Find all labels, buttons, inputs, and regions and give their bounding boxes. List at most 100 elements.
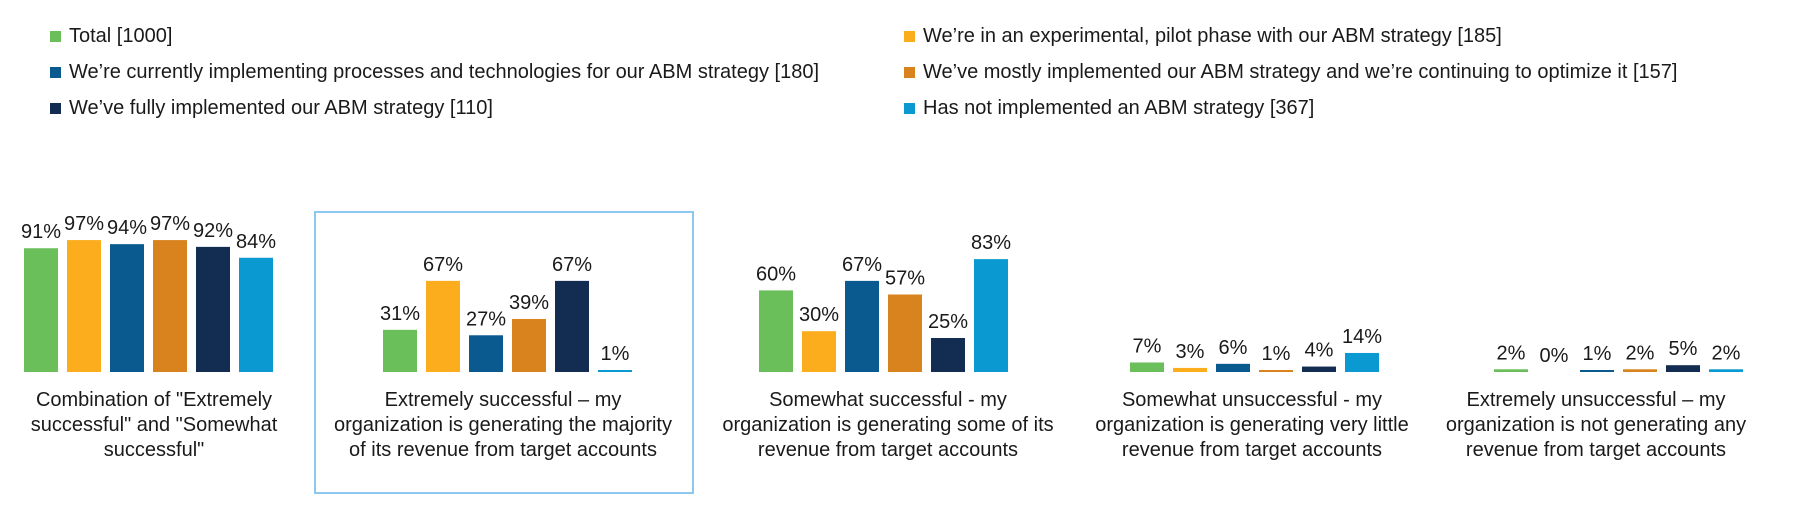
legend-label: We’re currently implementing processes a… <box>69 61 819 83</box>
legend-swatch <box>904 102 915 114</box>
data-label: 60% <box>756 263 796 285</box>
category-group: 60%30% 67%57%25% 83% Somewhat successful - … <box>722 232 1053 461</box>
bar <box>974 259 1008 372</box>
data-label: 14% <box>1342 326 1382 348</box>
category-label-line: revenue from target accounts <box>758 439 1018 461</box>
legend-item: Total [1000] <box>50 24 172 48</box>
legend-item: We’re currently implementing processes a… <box>50 60 819 84</box>
category-label-line: Somewhat unsuccessful - my <box>1122 389 1382 411</box>
data-label: 25% <box>928 311 968 333</box>
legend-swatch <box>904 66 915 78</box>
legend-item: We’ve mostly implemented our ABM strateg… <box>904 60 1677 84</box>
legend-swatch <box>50 102 61 114</box>
bar <box>1216 363 1250 372</box>
data-label: 92% <box>193 220 233 242</box>
bar <box>845 280 879 372</box>
data-label: 27% <box>466 308 506 330</box>
legend-item: We’re in an experimental, pilot phase wi… <box>904 24 1502 48</box>
legend-label: We’ve fully implemented our ABM strategy… <box>69 97 493 119</box>
bar <box>598 370 632 372</box>
category-label-line: organization is not generating any <box>1446 414 1746 436</box>
category-group: 2% 0% 1% 2% 5% 2% Extremely unsuccessful – my o… <box>1446 338 1746 461</box>
data-label: 2% <box>1712 342 1741 364</box>
bar <box>1173 367 1207 372</box>
data-label: 7% <box>1133 335 1162 357</box>
data-label: 39% <box>509 292 549 314</box>
bar <box>383 329 417 372</box>
data-label: 67% <box>842 254 882 276</box>
data-label: 67% <box>423 254 463 276</box>
bar <box>759 290 793 372</box>
bar <box>1494 369 1528 372</box>
data-label: 6% <box>1219 337 1248 359</box>
data-label: 1% <box>601 343 630 365</box>
bar <box>1259 370 1293 372</box>
bar <box>555 280 589 372</box>
legend-swatch <box>904 30 915 42</box>
bar <box>931 338 965 372</box>
data-label: 94% <box>107 217 147 239</box>
legend-swatch <box>50 30 61 42</box>
bar <box>196 246 230 372</box>
category-label-line: organization is generating some of its <box>722 414 1053 436</box>
legend-item: We’ve fully implemented our ABM strategy… <box>50 96 493 120</box>
category-label-line: organization is generating the majority <box>334 414 672 436</box>
category-label-line: revenue from target accounts <box>1466 439 1726 461</box>
bar <box>802 331 836 372</box>
legend-item: Has not implemented an ABM strategy [367… <box>904 96 1314 120</box>
bar <box>512 318 546 372</box>
category-label-line: of its revenue from target accounts <box>349 439 657 461</box>
data-label: 1% <box>1262 343 1291 365</box>
bar <box>888 294 922 372</box>
category-label-line: revenue from target accounts <box>1122 439 1382 461</box>
legend-label: We’ve mostly implemented our ABM strateg… <box>923 61 1678 83</box>
category-label: Combination of "Extremely successful" and… <box>31 389 278 461</box>
legend-label: Has not implemented an ABM strategy [367… <box>923 97 1315 119</box>
category-label-line: Extremely unsuccessful – my <box>1467 389 1726 411</box>
data-label: 4% <box>1305 340 1334 362</box>
category-label: Somewhat successful - my organization is … <box>722 389 1053 461</box>
category-label: Extremely successful – my organization is… <box>334 389 672 461</box>
bar <box>426 280 460 372</box>
category-label-line: successful" <box>104 439 204 461</box>
category-group: 31%67%27%39%67%1%Extremely successful – … <box>334 254 672 461</box>
category-group: 91% 97% 94% 97% 92% 84%Combination of "Extrem… <box>21 213 278 461</box>
bar <box>469 335 503 372</box>
bar <box>1666 365 1700 372</box>
bar <box>1623 369 1657 372</box>
data-label: 0% <box>1540 345 1569 367</box>
category-label-line: Extremely successful – my <box>385 389 622 411</box>
data-label: 84% <box>236 231 276 253</box>
highlight-box <box>314 211 694 494</box>
category-label: Somewhat unsuccessful - my organization i… <box>1095 389 1409 461</box>
legend-swatch <box>50 66 61 78</box>
legend: Total [1000] We’re in an experimental, pi… <box>0 0 1800 140</box>
category-label-line: organization is generating very little <box>1095 414 1409 436</box>
data-label: 97% <box>150 213 190 235</box>
data-label: 31% <box>380 303 420 325</box>
data-label: 1% <box>1583 343 1612 365</box>
legend-label: We’re in an experimental, pilot phase wi… <box>923 25 1502 47</box>
bar <box>153 240 187 372</box>
data-label: 91% <box>21 221 61 243</box>
bar <box>67 240 101 372</box>
legend-label: Total [1000] <box>69 25 173 47</box>
data-label: 5% <box>1669 338 1698 360</box>
data-label: 3% <box>1176 341 1205 363</box>
category-label-line: successful" and "Somewhat <box>31 414 278 436</box>
data-label: 30% <box>799 304 839 326</box>
data-label: 2% <box>1497 342 1526 364</box>
bar <box>1709 369 1743 372</box>
bar <box>24 248 58 372</box>
data-label: 2% <box>1626 342 1655 364</box>
data-label: 83% <box>971 232 1011 254</box>
bar <box>1580 370 1614 372</box>
data-label: 67% <box>552 254 592 276</box>
bar <box>110 244 144 372</box>
category-label-line: Combination of "Extremely <box>36 389 272 411</box>
category-label-line: Somewhat successful - my <box>769 389 1007 411</box>
data-label: 97% <box>64 213 104 235</box>
bar <box>1345 352 1379 372</box>
bar <box>1302 366 1336 372</box>
